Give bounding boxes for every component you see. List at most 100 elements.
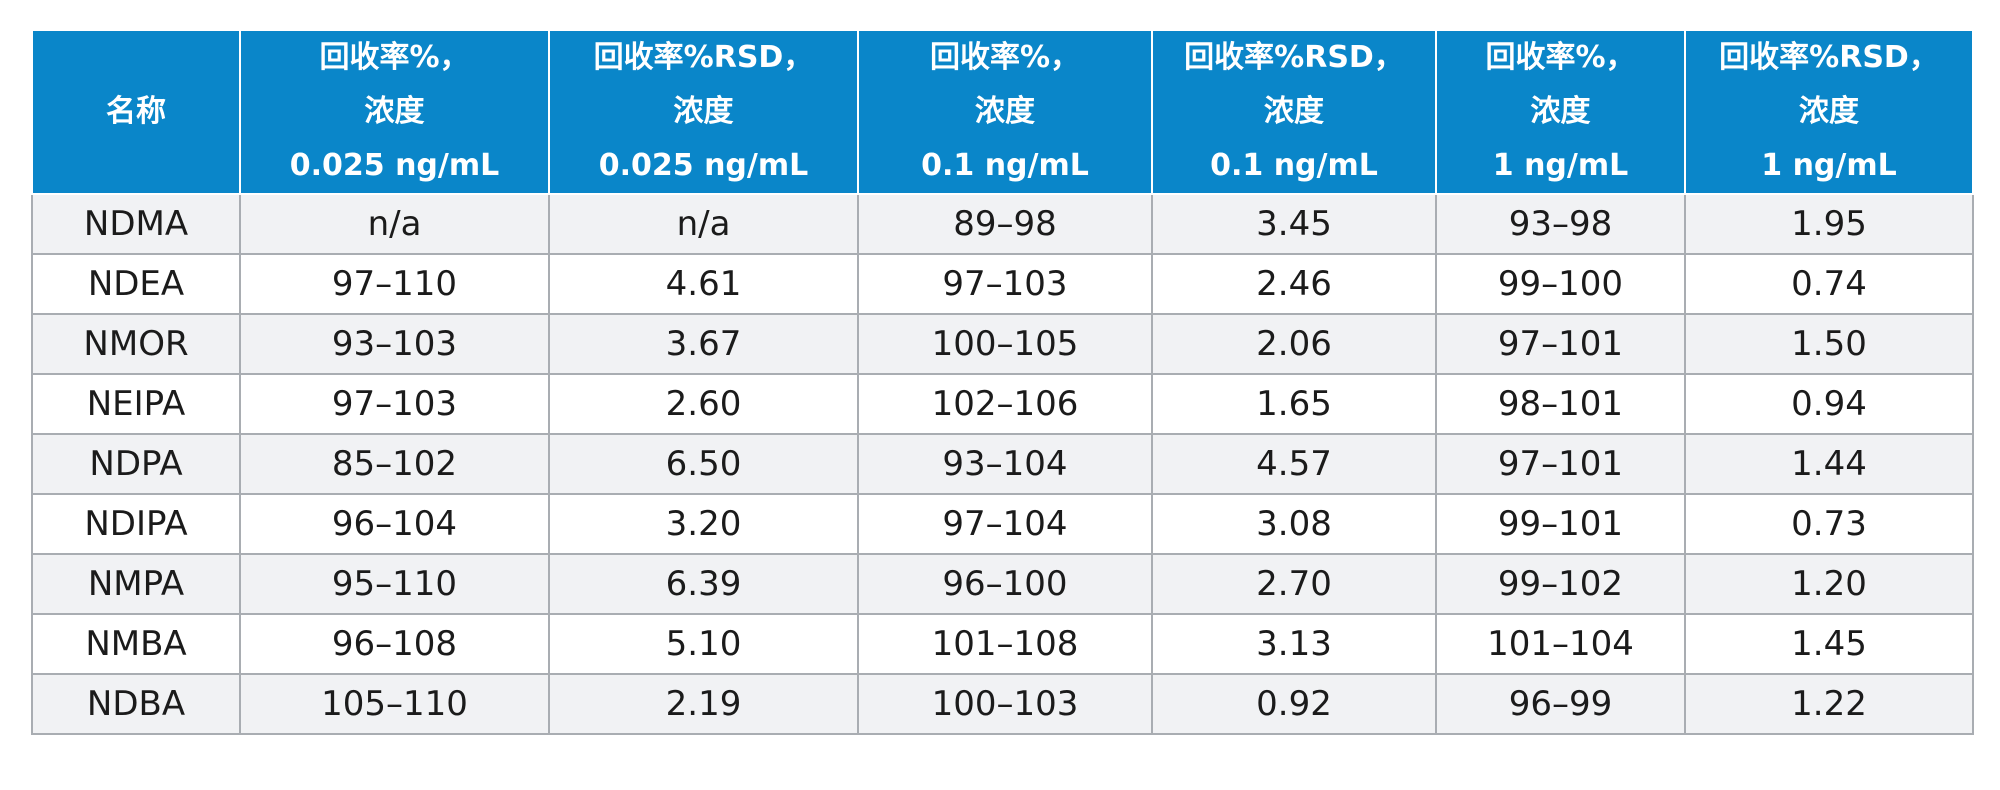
header-line: 名称 [106, 94, 166, 129]
table-cell: NMBA [31, 613, 241, 675]
table-row: NDPA 85–102 6.50 93–104 4.57 97–101 1.44 [31, 433, 1974, 495]
table-row: NMOR 93–103 3.67 100–105 2.06 97–101 1.5… [31, 313, 1974, 375]
table-cell: NMOR [31, 313, 241, 375]
header-line: 回收率%， [319, 40, 470, 75]
table-header: 名称 回收率%， 浓度 0.025 ng/mL 回收率%RSD， 浓度 0.02… [31, 29, 1974, 195]
table-cell: 3.13 [1151, 613, 1437, 675]
header-line: 浓度 [673, 94, 734, 129]
table-cell: 85–102 [239, 433, 550, 495]
table-cell: 1.95 [1684, 193, 1974, 255]
table-cell: 0.92 [1151, 673, 1437, 735]
header-line: 1 ng/mL [1761, 148, 1897, 183]
table-cell: 1.20 [1684, 553, 1974, 615]
table-cell: 95–110 [239, 553, 550, 615]
header-line: 回收率%RSD， [593, 40, 814, 75]
header-line: 浓度 [364, 94, 425, 129]
table-cell: 4.57 [1151, 433, 1437, 495]
table-cell: NMPA [31, 553, 241, 615]
table-cell: NDBA [31, 673, 241, 735]
table-cell: 1.22 [1684, 673, 1974, 735]
table-cell: 6.39 [548, 553, 859, 615]
table-cell: 96–104 [239, 493, 550, 555]
table-cell: 102–106 [857, 373, 1153, 435]
table-cell: NDMA [31, 193, 241, 255]
table-cell: 89–98 [857, 193, 1153, 255]
table-cell: 93–103 [239, 313, 550, 375]
table-cell: 99–100 [1435, 253, 1686, 315]
table-cell: 5.10 [548, 613, 859, 675]
table-row: NMBA 96–108 5.10 101–108 3.13 101–104 1.… [31, 613, 1974, 675]
table-row: NEIPA 97–103 2.60 102–106 1.65 98–101 0.… [31, 373, 1974, 435]
table-row: NDMA n/a n/a 89–98 3.45 93–98 1.95 [31, 193, 1974, 255]
header-line: 0.1 ng/mL [921, 148, 1089, 183]
table-cell: 2.70 [1151, 553, 1437, 615]
table-row: NDEA 97–110 4.61 97–103 2.46 99–100 0.74 [31, 253, 1974, 315]
table-cell: NDEA [31, 253, 241, 315]
table-cell: 6.50 [548, 433, 859, 495]
table-cell: 2.19 [548, 673, 859, 735]
table-cell: 99–102 [1435, 553, 1686, 615]
table-cell: 101–108 [857, 613, 1153, 675]
table-cell: 96–100 [857, 553, 1153, 615]
header-line: 1 ng/mL [1492, 148, 1629, 183]
table-cell: 99–101 [1435, 493, 1686, 555]
table-cell: 1.50 [1684, 313, 1974, 375]
column-header-recovery-0025: 回收率%， 浓度 0.025 ng/mL [239, 29, 550, 195]
table-cell: 2.06 [1151, 313, 1437, 375]
table-cell: 105–110 [239, 673, 550, 735]
header-line: 0.025 ng/mL [289, 148, 500, 183]
table-cell: 1.65 [1151, 373, 1437, 435]
table-row: NDIPA 96–104 3.20 97–104 3.08 99–101 0.7… [31, 493, 1974, 555]
header-line: 0.1 ng/mL [1210, 148, 1378, 183]
table-cell: 97–104 [857, 493, 1153, 555]
table-cell: 97–103 [857, 253, 1153, 315]
header-line: 0.025 ng/mL [598, 148, 809, 183]
header-line: 浓度 [975, 94, 1035, 129]
table-row: NDBA 105–110 2.19 100–103 0.92 96–99 1.2… [31, 673, 1974, 735]
table-cell: 3.20 [548, 493, 859, 555]
table-cell: 0.94 [1684, 373, 1974, 435]
table-cell: 98–101 [1435, 373, 1686, 435]
table-cell: n/a [239, 193, 550, 255]
table-cell: 96–99 [1435, 673, 1686, 735]
table-cell: 97–101 [1435, 433, 1686, 495]
column-header-recovery-01: 回收率%， 浓度 0.1 ng/mL [857, 29, 1153, 195]
table-cell: 97–101 [1435, 313, 1686, 375]
table-cell: NDPA [31, 433, 241, 495]
table-cell: 96–108 [239, 613, 550, 675]
column-header-rsd-1: 回收率%RSD， 浓度 1 ng/mL [1684, 29, 1974, 195]
table-cell: 0.73 [1684, 493, 1974, 555]
table-cell: NEIPA [31, 373, 241, 435]
column-header-name: 名称 [31, 29, 241, 195]
table-cell: 3.45 [1151, 193, 1437, 255]
table-cell: 97–110 [239, 253, 550, 315]
table-cell: n/a [548, 193, 859, 255]
table-cell: 93–104 [857, 433, 1153, 495]
header-line: 浓度 [1264, 94, 1324, 129]
table-cell: NDIPA [31, 493, 241, 555]
table-cell: 100–103 [857, 673, 1153, 735]
header-row: 名称 回收率%， 浓度 0.025 ng/mL 回收率%RSD， 浓度 0.02… [31, 29, 1974, 195]
table-row: NMPA 95–110 6.39 96–100 2.70 99–102 1.20 [31, 553, 1974, 615]
table-cell: 3.08 [1151, 493, 1437, 555]
header-line: 回收率%， [929, 40, 1081, 75]
table-cell: 97–103 [239, 373, 550, 435]
table-cell: 100–105 [857, 313, 1153, 375]
column-header-rsd-01: 回收率%RSD， 浓度 0.1 ng/mL [1151, 29, 1437, 195]
column-header-rsd-0025: 回收率%RSD， 浓度 0.025 ng/mL [548, 29, 859, 195]
table-cell: 101–104 [1435, 613, 1686, 675]
table-cell: 0.74 [1684, 253, 1974, 315]
recovery-table: 名称 回收率%， 浓度 0.025 ng/mL 回收率%RSD， 浓度 0.02… [31, 29, 1974, 735]
table-cell: 1.45 [1684, 613, 1974, 675]
table-cell: 93–98 [1435, 193, 1686, 255]
table-cell: 2.46 [1151, 253, 1437, 315]
column-header-recovery-1: 回收率%， 浓度 1 ng/mL [1435, 29, 1686, 195]
table-cell: 4.61 [548, 253, 859, 315]
table-body: NDMA n/a n/a 89–98 3.45 93–98 1.95 NDEA … [31, 193, 1974, 735]
header-line: 浓度 [1799, 94, 1859, 129]
header-line: 回收率%RSD， [1719, 40, 1939, 75]
header-line: 浓度 [1530, 94, 1591, 129]
header-line: 回收率%， [1485, 40, 1636, 75]
table-cell: 1.44 [1684, 433, 1974, 495]
header-line: 回收率%RSD， [1184, 40, 1404, 75]
